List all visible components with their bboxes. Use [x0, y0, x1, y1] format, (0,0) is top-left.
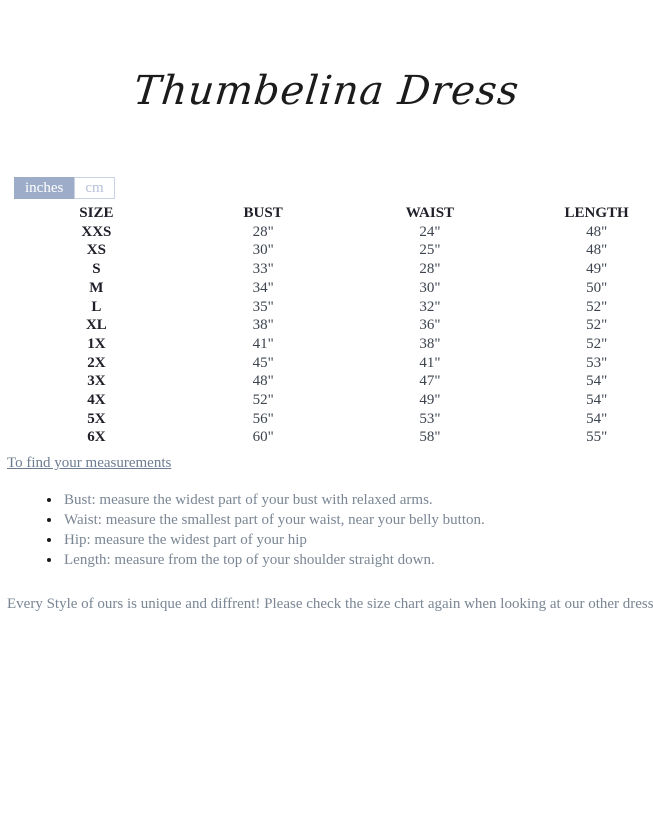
length-cell: 52"	[586, 317, 608, 334]
length-cell: 52"	[586, 298, 608, 315]
waist-cell: 25"	[419, 242, 441, 259]
instruction-item: Waist: measure the smallest part of your…	[62, 510, 485, 530]
size-cell: 6X	[87, 429, 106, 446]
footer-note: Every Style of ours is unique and diffre…	[7, 596, 653, 612]
waist-cell: 32"	[419, 298, 441, 315]
bust-cell: 33"	[252, 261, 274, 278]
table-row: XL 38" 36" 52"	[13, 316, 653, 335]
instruction-item: Length: measure from the top of your sho…	[62, 550, 485, 570]
waist-cell: 49"	[419, 392, 441, 409]
size-chart-table: SIZE BUST WAIST LENGTH XXS 28" 24" 48" XS 30"…	[13, 204, 653, 447]
bust-cell: 41"	[252, 335, 274, 352]
instruction-item: Hip: measure the widest part of your hip	[62, 530, 485, 550]
waist-cell: 24"	[419, 223, 441, 240]
bust-cell: 52"	[252, 392, 274, 409]
length-cell: 53"	[586, 354, 608, 371]
header-row: SIZE BUST WAIST LENGTH	[13, 204, 653, 223]
instructions-list: Bust: measure the widest part of your bu…	[28, 490, 485, 570]
waist-cell: 53"	[419, 410, 441, 427]
size-cell: L	[91, 298, 102, 315]
table-row: 5X 56" 53" 54"	[13, 410, 653, 429]
length-cell: 55"	[586, 429, 608, 446]
size-table-header: SIZE BUST WAIST LENGTH	[13, 204, 653, 223]
column-header-waist: WAIST	[405, 205, 455, 221]
waist-cell: 30"	[419, 279, 441, 296]
length-cell: 48"	[586, 242, 608, 259]
column-header-length: LENGTH	[564, 205, 629, 221]
size-cell: XS	[86, 242, 106, 259]
bust-cell: 38"	[252, 317, 274, 334]
waist-cell: 38"	[419, 335, 441, 352]
size-cell: XL	[85, 317, 107, 334]
column-header-bust: BUST	[243, 205, 283, 221]
length-cell: 54"	[586, 392, 608, 409]
waist-cell: 58"	[419, 429, 441, 446]
size-cell: 2X	[87, 354, 106, 371]
waist-cell: 36"	[419, 317, 441, 334]
length-cell: 52"	[586, 335, 608, 352]
page-title: Thumbelina Dress	[131, 68, 522, 114]
table-row: 3X 48" 47" 54"	[13, 372, 653, 391]
size-table-body: XXS 28" 24" 48" XS 30" 25" 48" S 33" 28" 49" M 34" 30"…	[13, 223, 653, 447]
length-cell: 49"	[586, 261, 608, 278]
table-row: XXS 28" 24" 48"	[13, 223, 653, 242]
size-cell: 4X	[87, 392, 106, 409]
bust-cell: 35"	[252, 298, 274, 315]
measurements-link[interactable]: To find your measurements	[7, 455, 172, 471]
unit-toggle: inches cm	[14, 177, 115, 199]
instruction-item: Bust: measure the widest part of your bu…	[62, 490, 485, 510]
bust-cell: 60"	[252, 429, 274, 446]
inches-toggle-button[interactable]: inches	[14, 177, 75, 199]
size-cell: 1X	[87, 335, 106, 352]
bust-cell: 48"	[252, 373, 274, 390]
table-row: XS 30" 25" 48"	[13, 241, 653, 260]
length-cell: 54"	[586, 373, 608, 390]
size-cell: S	[92, 261, 101, 278]
table-row: 2X 45" 41" 53"	[13, 354, 653, 373]
waist-cell: 28"	[419, 261, 441, 278]
column-header-size: SIZE	[79, 205, 114, 221]
waist-cell: 41"	[419, 354, 441, 371]
bust-cell: 28"	[252, 223, 274, 240]
bust-cell: 45"	[252, 354, 274, 371]
length-cell: 48"	[586, 223, 608, 240]
size-cell: 5X	[87, 410, 106, 427]
table-row: S 33" 28" 49"	[13, 260, 653, 279]
bust-cell: 30"	[252, 242, 274, 259]
bust-cell: 56"	[252, 410, 274, 427]
size-cell: XXS	[81, 223, 112, 240]
length-cell: 50"	[586, 279, 608, 296]
bust-cell: 34"	[252, 279, 274, 296]
size-cell: 3X	[87, 373, 106, 390]
length-cell: 54"	[586, 410, 608, 427]
table-row: M 34" 30" 50"	[13, 279, 653, 298]
table-row: 4X 52" 49" 54"	[13, 391, 653, 410]
size-cell: M	[89, 279, 104, 296]
cm-toggle-button[interactable]: cm	[74, 177, 115, 199]
table-row: 6X 60" 58" 55"	[13, 428, 653, 447]
waist-cell: 47"	[419, 373, 441, 390]
table-row: L 35" 32" 52"	[13, 298, 653, 317]
table-row: 1X 41" 38" 52"	[13, 335, 653, 354]
